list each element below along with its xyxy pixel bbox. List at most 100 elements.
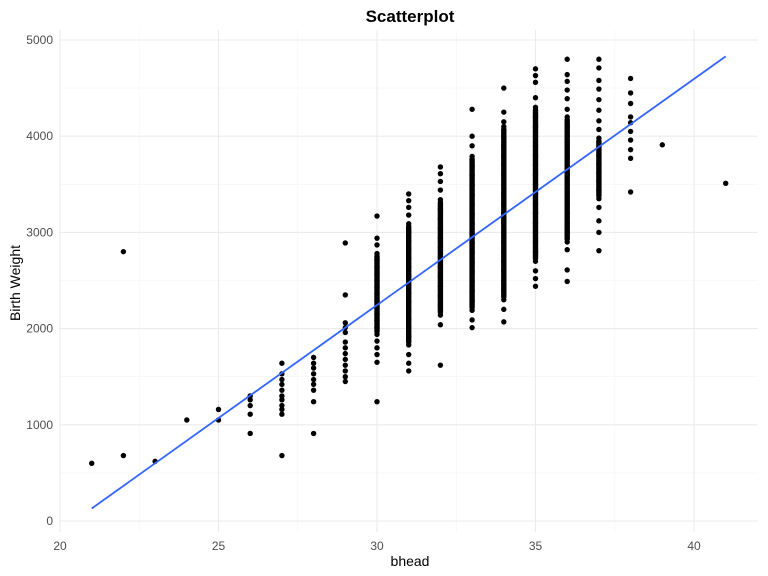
data-point: [215, 406, 222, 413]
data-point: [406, 368, 412, 374]
data-point: [596, 65, 602, 71]
y-tick-label: 0: [46, 514, 53, 528]
data-point: [342, 292, 348, 298]
data-point: [437, 171, 444, 177]
data-point: [342, 240, 348, 246]
data-point: [374, 351, 380, 358]
data-point: [310, 354, 317, 361]
y-tick-label: 1000: [26, 418, 53, 432]
data-point: [310, 387, 317, 393]
data-point: [342, 374, 348, 380]
data-point: [310, 360, 317, 366]
data-point: [627, 128, 634, 135]
data-point: [310, 399, 317, 405]
data-point: [469, 143, 475, 149]
data-point: [374, 399, 380, 405]
data-point: [501, 319, 507, 325]
data-point: [120, 452, 127, 459]
data-point: [310, 381, 317, 388]
y-tick-label: 5000: [26, 33, 53, 47]
data-point: [532, 275, 539, 282]
data-point: [564, 95, 570, 102]
data-point: [89, 460, 95, 466]
data-point: [406, 351, 412, 358]
data-point: [627, 146, 634, 153]
data-point: [469, 133, 475, 139]
data-point: [310, 430, 317, 437]
data-point: [374, 359, 380, 365]
fit-line-group: [91, 55, 727, 510]
data-point: [564, 106, 570, 112]
y-axis-title: Birth Weight: [7, 245, 23, 321]
data-point: [437, 362, 444, 368]
data-point: [596, 86, 602, 92]
data-point: [564, 278, 570, 285]
data-point: [627, 137, 634, 143]
data-point: [627, 155, 634, 162]
data-point: [437, 164, 444, 170]
data-point: [406, 197, 412, 204]
data-point: [627, 114, 634, 120]
data-point: [437, 178, 444, 185]
data-point: [596, 247, 602, 254]
data-point: [279, 411, 285, 417]
data-point: [247, 402, 253, 409]
tick-labels: 20 25 30 35 40 0 1000 2000 3000 4000 5000: [26, 33, 701, 553]
data-point: [247, 411, 253, 417]
data-point: [279, 452, 285, 459]
data-point: [374, 242, 380, 248]
x-tick-label: 30: [370, 539, 384, 553]
data-point: [279, 393, 285, 399]
x-tick-label: 25: [212, 539, 226, 553]
chart-title: Scatterplot: [366, 7, 455, 26]
data-point-column: [596, 138, 602, 199]
data-point: [342, 378, 348, 385]
x-tick-label: 40: [687, 539, 701, 553]
data-point: [406, 204, 412, 211]
data-point: [279, 402, 285, 409]
data-point: [532, 66, 539, 72]
data-point: [469, 317, 475, 323]
data-point: [596, 229, 602, 236]
data-point: [342, 320, 348, 326]
data-point-column: [501, 126, 507, 300]
data-point: [184, 417, 190, 423]
data-point: [627, 100, 634, 107]
data-point: [342, 329, 348, 336]
data-point: [501, 85, 507, 91]
data-point: [564, 78, 570, 85]
data-point: [406, 360, 412, 366]
data-point: [247, 430, 253, 437]
data-point: [310, 365, 317, 371]
data-point: [564, 87, 570, 93]
fit-line: [91, 55, 727, 510]
data-point: [532, 95, 539, 101]
data-point: [532, 283, 539, 289]
data-point: [627, 90, 634, 96]
data-point: [342, 345, 348, 351]
data-point-column: [374, 253, 380, 335]
data-point: [437, 187, 444, 193]
data-point: [532, 72, 539, 79]
y-tick-label: 3000: [26, 225, 53, 239]
data-point: [564, 267, 570, 273]
data-point: [279, 360, 285, 366]
data-point: [627, 75, 634, 82]
data-point-column: [406, 223, 412, 345]
data-point: [564, 71, 570, 78]
data-point-column: [437, 199, 444, 316]
data-point: [310, 376, 317, 383]
data-point: [374, 345, 380, 351]
data-point-column: [532, 107, 539, 262]
data-point: [406, 212, 412, 218]
data-point: [532, 79, 539, 86]
data-point-column: [469, 156, 475, 311]
data-point: [279, 397, 285, 403]
data-point: [374, 213, 380, 219]
data-point: [342, 339, 348, 345]
data-point: [501, 109, 507, 115]
data-point: [596, 77, 602, 84]
data-point: [532, 268, 539, 274]
y-tick-label: 2000: [26, 322, 53, 336]
data-point: [596, 204, 602, 211]
